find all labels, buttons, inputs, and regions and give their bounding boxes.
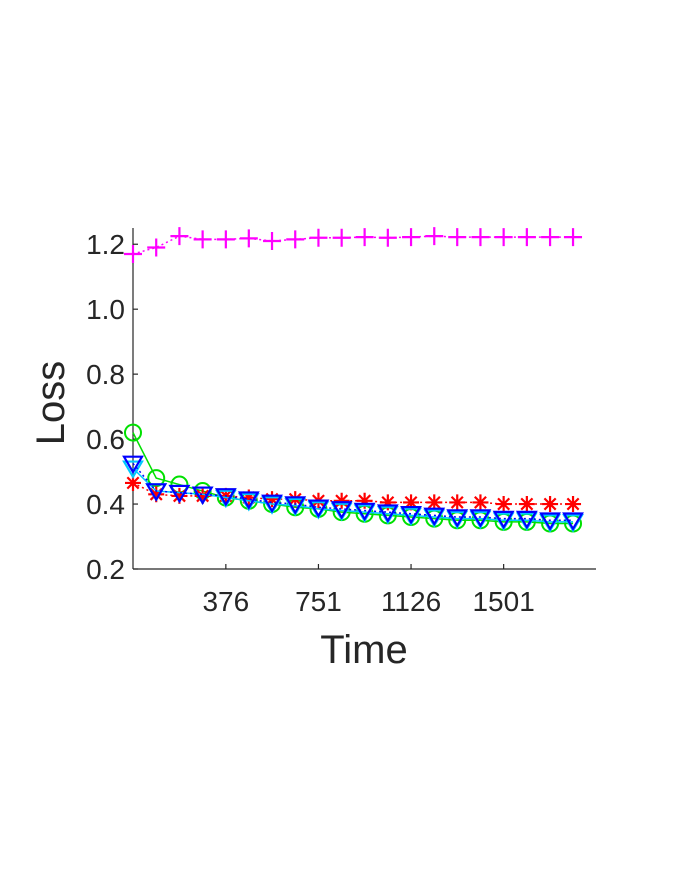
y-tick-label: 0.2 [86, 554, 125, 585]
data-point [333, 492, 350, 509]
data-point [403, 494, 420, 511]
y-tick-label: 1.2 [86, 229, 125, 260]
data-point [194, 487, 211, 504]
data-point [379, 494, 396, 511]
x-tick-label: 1126 [381, 586, 441, 617]
data-point [171, 487, 188, 504]
data-point [469, 509, 492, 528]
data-point [425, 227, 444, 246]
series-line [132, 432, 574, 525]
data-point [472, 494, 489, 511]
x-ticks: 376 751 1126 1501 [202, 564, 535, 617]
data-point [240, 489, 257, 506]
data-point [378, 228, 397, 247]
data-point [564, 228, 583, 247]
data-point [286, 230, 305, 249]
series-4 [122, 460, 584, 533]
data-point [542, 496, 559, 513]
data-point [145, 483, 168, 502]
data-point [562, 512, 584, 532]
data-point [471, 228, 490, 247]
y-tick-label: 1.0 [86, 294, 125, 325]
data-point [356, 492, 373, 509]
y-tick-label: 0.8 [86, 359, 125, 390]
data-point [565, 496, 582, 513]
data-point [147, 469, 166, 488]
data-point [125, 474, 141, 491]
x-tick-label: 1501 [472, 586, 534, 617]
series-layer [122, 227, 584, 533]
data-point [426, 494, 443, 511]
data-point [124, 423, 142, 442]
data-point [515, 510, 538, 530]
data-point [214, 488, 237, 507]
data-point [539, 512, 561, 532]
data-point [263, 231, 282, 250]
data-point [193, 230, 212, 249]
data-point [495, 496, 512, 513]
data-point [170, 227, 189, 246]
data-point [122, 455, 144, 475]
series-1 [124, 227, 583, 263]
data-point [216, 230, 235, 249]
x-axis-label: Time [320, 628, 407, 672]
data-point [355, 228, 374, 247]
data-point [261, 494, 283, 514]
data-point [494, 228, 513, 247]
data-point [353, 502, 376, 522]
data-point [449, 494, 466, 511]
y-axis-label: Loss [29, 361, 73, 446]
data-point [309, 228, 328, 247]
data-point [448, 228, 467, 247]
y-tick-label: 0.4 [86, 489, 125, 520]
data-point [122, 460, 144, 480]
data-point [376, 504, 399, 523]
y-tick-label: 0.6 [86, 424, 125, 455]
series-5 [122, 455, 584, 532]
data-point [239, 229, 258, 248]
data-point [541, 228, 560, 247]
data-point [423, 507, 446, 527]
y-ticks: 0.2 0.4 0.6 0.8 1.0 1.2 [86, 229, 138, 585]
data-point [168, 484, 191, 504]
data-point [518, 496, 535, 513]
data-point [307, 499, 330, 519]
data-point [402, 228, 421, 247]
data-point [124, 244, 142, 263]
data-point [492, 510, 515, 530]
data-point [446, 509, 469, 528]
data-point [147, 238, 166, 257]
data-point [332, 228, 351, 247]
data-point [191, 486, 214, 506]
x-tick-label: 751 [295, 586, 342, 617]
data-point [237, 491, 260, 510]
data-point [330, 501, 353, 520]
axes [132, 228, 596, 570]
data-point [264, 491, 281, 508]
data-point [517, 228, 536, 247]
data-point [400, 505, 422, 525]
x-tick-label: 376 [202, 586, 249, 617]
data-point [148, 486, 165, 503]
data-point [284, 496, 307, 515]
